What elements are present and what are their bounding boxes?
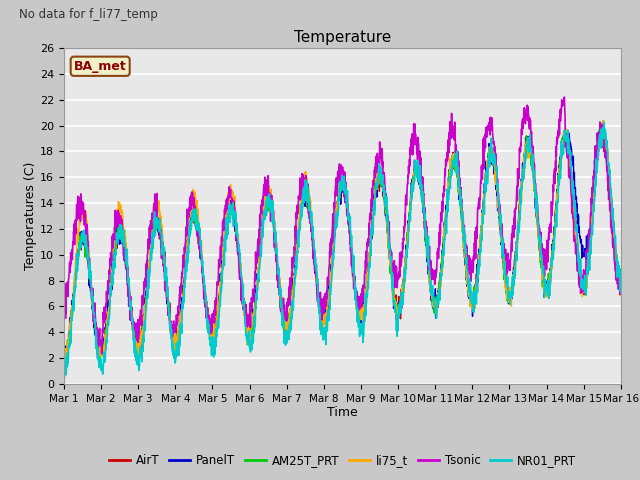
AM25T_PRT (216, 293, 223, 299)
NR01_PRT (504, 284, 512, 290)
AM25T_PRT (60, 349, 68, 355)
AirT (61, 357, 68, 363)
AirT (359, 319, 367, 325)
li75_t (216, 294, 223, 300)
Tsonic (617, 269, 625, 275)
Line: AirT: AirT (64, 125, 621, 360)
Text: No data for f_li77_temp: No data for f_li77_temp (19, 8, 158, 21)
NR01_PRT (60, 375, 68, 381)
Title: Temperature: Temperature (294, 30, 391, 46)
AM25T_PRT (504, 299, 512, 305)
AM25T_PRT (617, 280, 625, 286)
AirT (216, 289, 223, 295)
li75_t (61, 364, 69, 370)
AirT (584, 266, 591, 272)
PanelT (597, 120, 605, 126)
PanelT (568, 152, 575, 157)
Tsonic (216, 264, 223, 270)
Tsonic (359, 298, 367, 303)
li75_t (568, 169, 575, 175)
AM25T_PRT (584, 272, 591, 277)
Legend: AirT, PanelT, AM25T_PRT, li75_t, Tsonic, NR01_PRT: AirT, PanelT, AM25T_PRT, li75_t, Tsonic,… (104, 450, 581, 472)
PanelT (216, 297, 223, 303)
AM25T_PRT (359, 312, 367, 318)
li75_t (359, 320, 367, 325)
AirT (617, 280, 625, 286)
PanelT (504, 300, 512, 306)
AirT (504, 287, 512, 293)
li75_t (60, 361, 68, 367)
AirT (568, 177, 575, 182)
li75_t (584, 273, 591, 279)
PanelT (584, 246, 591, 252)
X-axis label: Time: Time (327, 407, 358, 420)
AirT (371, 196, 379, 202)
Y-axis label: Temperatures (C): Temperatures (C) (24, 162, 37, 270)
NR01_PRT (600, 120, 607, 125)
Text: BA_met: BA_met (74, 60, 127, 73)
li75_t (599, 118, 607, 123)
li75_t (371, 189, 379, 194)
NR01_PRT (583, 267, 591, 273)
PanelT (371, 191, 379, 196)
Tsonic (568, 193, 576, 199)
Tsonic (584, 253, 591, 259)
Line: NR01_PRT: NR01_PRT (64, 122, 621, 378)
PanelT (60, 354, 68, 360)
AM25T_PRT (63, 355, 70, 360)
AirT (598, 122, 606, 128)
AM25T_PRT (568, 178, 575, 183)
Tsonic (504, 266, 512, 272)
AirT (60, 356, 68, 362)
li75_t (504, 296, 512, 302)
Tsonic (60, 299, 68, 304)
li75_t (617, 266, 625, 272)
Line: Tsonic: Tsonic (64, 97, 621, 355)
AM25T_PRT (600, 118, 607, 124)
NR01_PRT (617, 289, 625, 295)
Line: PanelT: PanelT (64, 123, 621, 364)
Line: AM25T_PRT: AM25T_PRT (64, 121, 621, 358)
Tsonic (93, 352, 101, 358)
AM25T_PRT (371, 190, 379, 195)
Tsonic (561, 94, 568, 100)
PanelT (61, 361, 69, 367)
NR01_PRT (568, 170, 575, 176)
NR01_PRT (371, 212, 378, 218)
Line: li75_t: li75_t (64, 120, 621, 367)
PanelT (617, 267, 625, 273)
Tsonic (371, 173, 379, 179)
NR01_PRT (216, 310, 223, 316)
PanelT (359, 311, 367, 316)
NR01_PRT (358, 328, 366, 334)
